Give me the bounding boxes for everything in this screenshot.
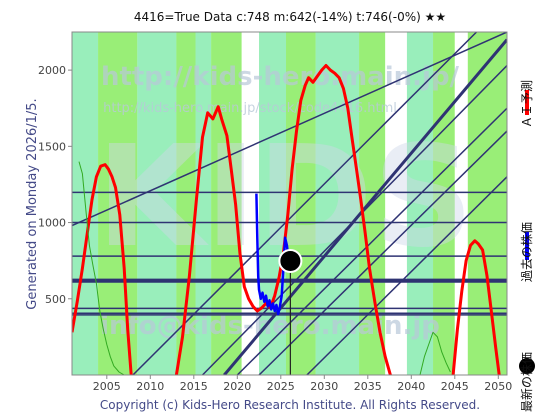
trend-line	[306, 176, 507, 375]
legend-latest-price-label: 最新の株価	[519, 352, 534, 412]
trend-line	[236, 107, 507, 375]
x-axis-ticks: 2005 2010 2015 2020 2025 2030 2035 2040 2045 2050	[93, 375, 512, 393]
x-tick-label: 2015	[180, 380, 208, 393]
x-tick-label: 2050	[484, 380, 512, 393]
y-axis-ticks: 500 1000 1500 2000	[38, 64, 72, 306]
band-green	[176, 32, 196, 375]
watermark-url: http://kids-hero.main.jp/	[101, 62, 460, 92]
band-green	[467, 32, 507, 375]
watermark-mail: info@kids-hero.main.jp	[100, 311, 440, 341]
ai-forecast-line	[174, 64, 392, 375]
x-tick-label: 2010	[136, 380, 164, 393]
watermark-url-detail: http://kids-hero.main.jp/stock/code4416.…	[103, 101, 397, 116]
y-tick-label: 1500	[38, 140, 66, 153]
legend-latest-price-dot	[519, 358, 535, 374]
generated-date-label: Generated on Monday 2026/1/5.	[25, 98, 40, 309]
x-tick-label: 2040	[397, 380, 425, 393]
latest-price-marker	[278, 248, 303, 273]
horizontal-levels	[72, 191, 507, 316]
band-green	[433, 32, 455, 375]
trend-line	[201, 65, 507, 375]
band-cyan	[315, 32, 360, 375]
ai-forecast-line	[72, 163, 133, 375]
copyright-footer: Copyright (c) Kids-Hero Research Institu…	[100, 398, 480, 412]
ai-forecast-line	[451, 239, 501, 375]
x-tick-label: 2045	[441, 380, 469, 393]
trend-line	[223, 38, 507, 375]
x-tick-label: 2025	[267, 380, 295, 393]
legend-ai-forecast-label: ＡＩ予測	[520, 80, 534, 128]
x-tick-label: 2035	[354, 380, 382, 393]
series-lines	[72, 64, 501, 375]
y-tick-label: 500	[45, 293, 66, 306]
trend-lines	[72, 32, 507, 375]
y-tick-label: 1000	[38, 217, 66, 230]
band-cyan	[137, 32, 177, 375]
plot-frame	[71, 31, 508, 376]
trend-line	[72, 32, 507, 227]
trend-line	[258, 130, 507, 375]
auxiliary-green-line	[78, 161, 125, 375]
trend-line	[132, 32, 478, 375]
x-tick-label: 2030	[310, 380, 338, 393]
background-bands	[72, 32, 507, 375]
x-tick-label: 2020	[223, 380, 251, 393]
band-white	[454, 32, 468, 375]
legend-past-price-label: 過去の株価	[519, 222, 534, 282]
chart-header: 4416=True Data c:748 m:642(-14%) t:746(-…	[134, 10, 446, 24]
x-tick-label: 2005	[93, 380, 121, 393]
latest-price-marker-group	[278, 248, 303, 375]
y-tick-label: 2000	[38, 64, 66, 77]
auxiliary-green-line	[419, 331, 451, 375]
